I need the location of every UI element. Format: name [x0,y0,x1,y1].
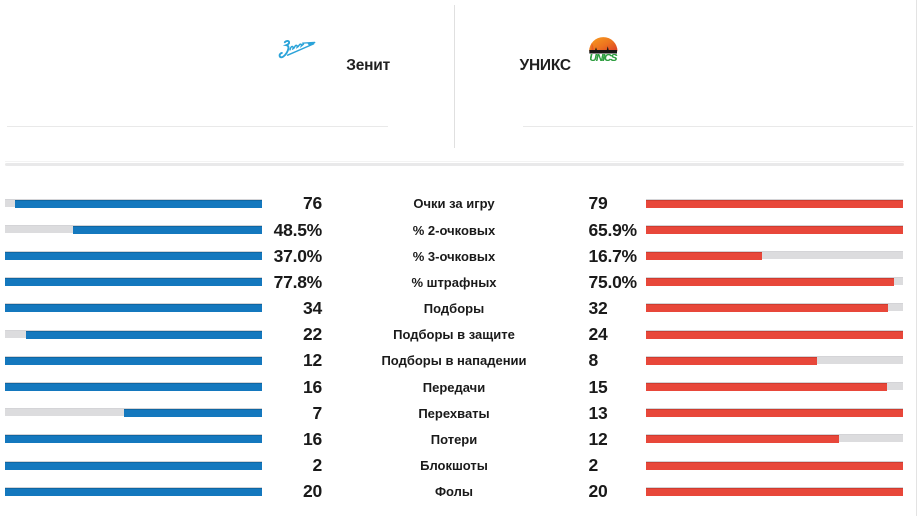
svg-text:UNICS: UNICS [589,52,617,63]
svg-text:UNICS: UNICS [589,52,617,63]
